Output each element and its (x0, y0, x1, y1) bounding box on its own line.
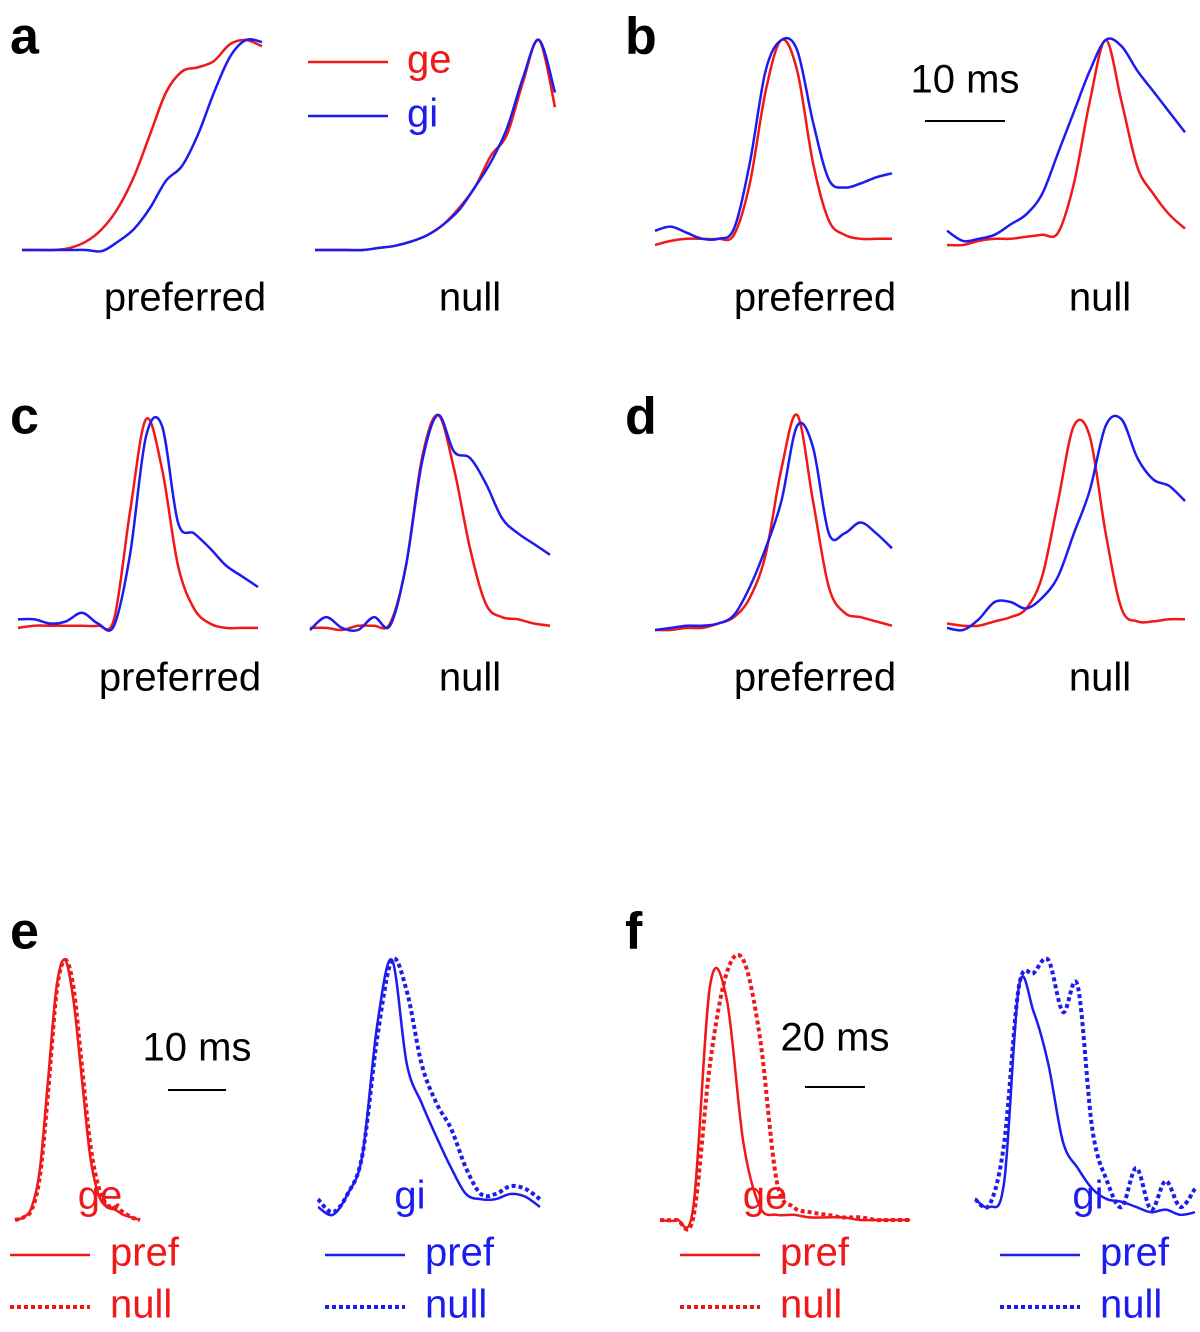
trace-label: gi (394, 1174, 425, 1218)
trace (314, 38, 557, 252)
trace (946, 418, 1186, 628)
trace (654, 421, 893, 632)
scale-bar-label: 10 ms (911, 58, 1020, 102)
condition-label: preferred (734, 276, 896, 320)
trace (309, 413, 551, 632)
trace (17, 417, 258, 631)
condition-label: null (1069, 656, 1131, 700)
panel-letter: e (10, 903, 39, 961)
trace (659, 966, 910, 1230)
condition-label: preferred (99, 656, 261, 700)
panel-letter: d (625, 388, 657, 446)
trace (14, 958, 141, 1222)
scale-bar-label: 10 ms (143, 1026, 252, 1070)
trace (654, 413, 893, 632)
legend-label: null (110, 1283, 172, 1327)
legend-label: ge (407, 38, 452, 82)
panel-letter: a (10, 8, 40, 66)
trace (21, 37, 263, 253)
panel-letter: c (10, 388, 39, 446)
legend-label: null (425, 1283, 487, 1327)
legend-label: null (780, 1283, 842, 1327)
trace (309, 413, 551, 632)
panel-letter: b (625, 8, 657, 66)
scale-bar-label: 20 ms (781, 1016, 890, 1060)
legend-label: pref (425, 1231, 495, 1275)
panel-letter: f (625, 903, 643, 961)
trace (654, 38, 892, 247)
legend-label: gi (407, 92, 438, 136)
condition-label: null (1069, 276, 1131, 320)
condition-label: null (439, 276, 501, 320)
condition-label: preferred (104, 276, 266, 320)
condition-label: null (439, 656, 501, 700)
trace (17, 415, 259, 632)
legend-label: pref (1100, 1231, 1170, 1275)
trace (946, 38, 1186, 247)
trace (973, 956, 1197, 1212)
trace (654, 36, 893, 242)
trace (974, 975, 1196, 1217)
condition-label: preferred (734, 656, 896, 700)
legend-label: pref (110, 1231, 180, 1275)
legend-label: pref (780, 1231, 850, 1275)
trace (946, 414, 1186, 632)
legend-label: null (1100, 1283, 1162, 1327)
trace (316, 956, 542, 1215)
trace (946, 37, 1186, 243)
trace (659, 952, 910, 1232)
